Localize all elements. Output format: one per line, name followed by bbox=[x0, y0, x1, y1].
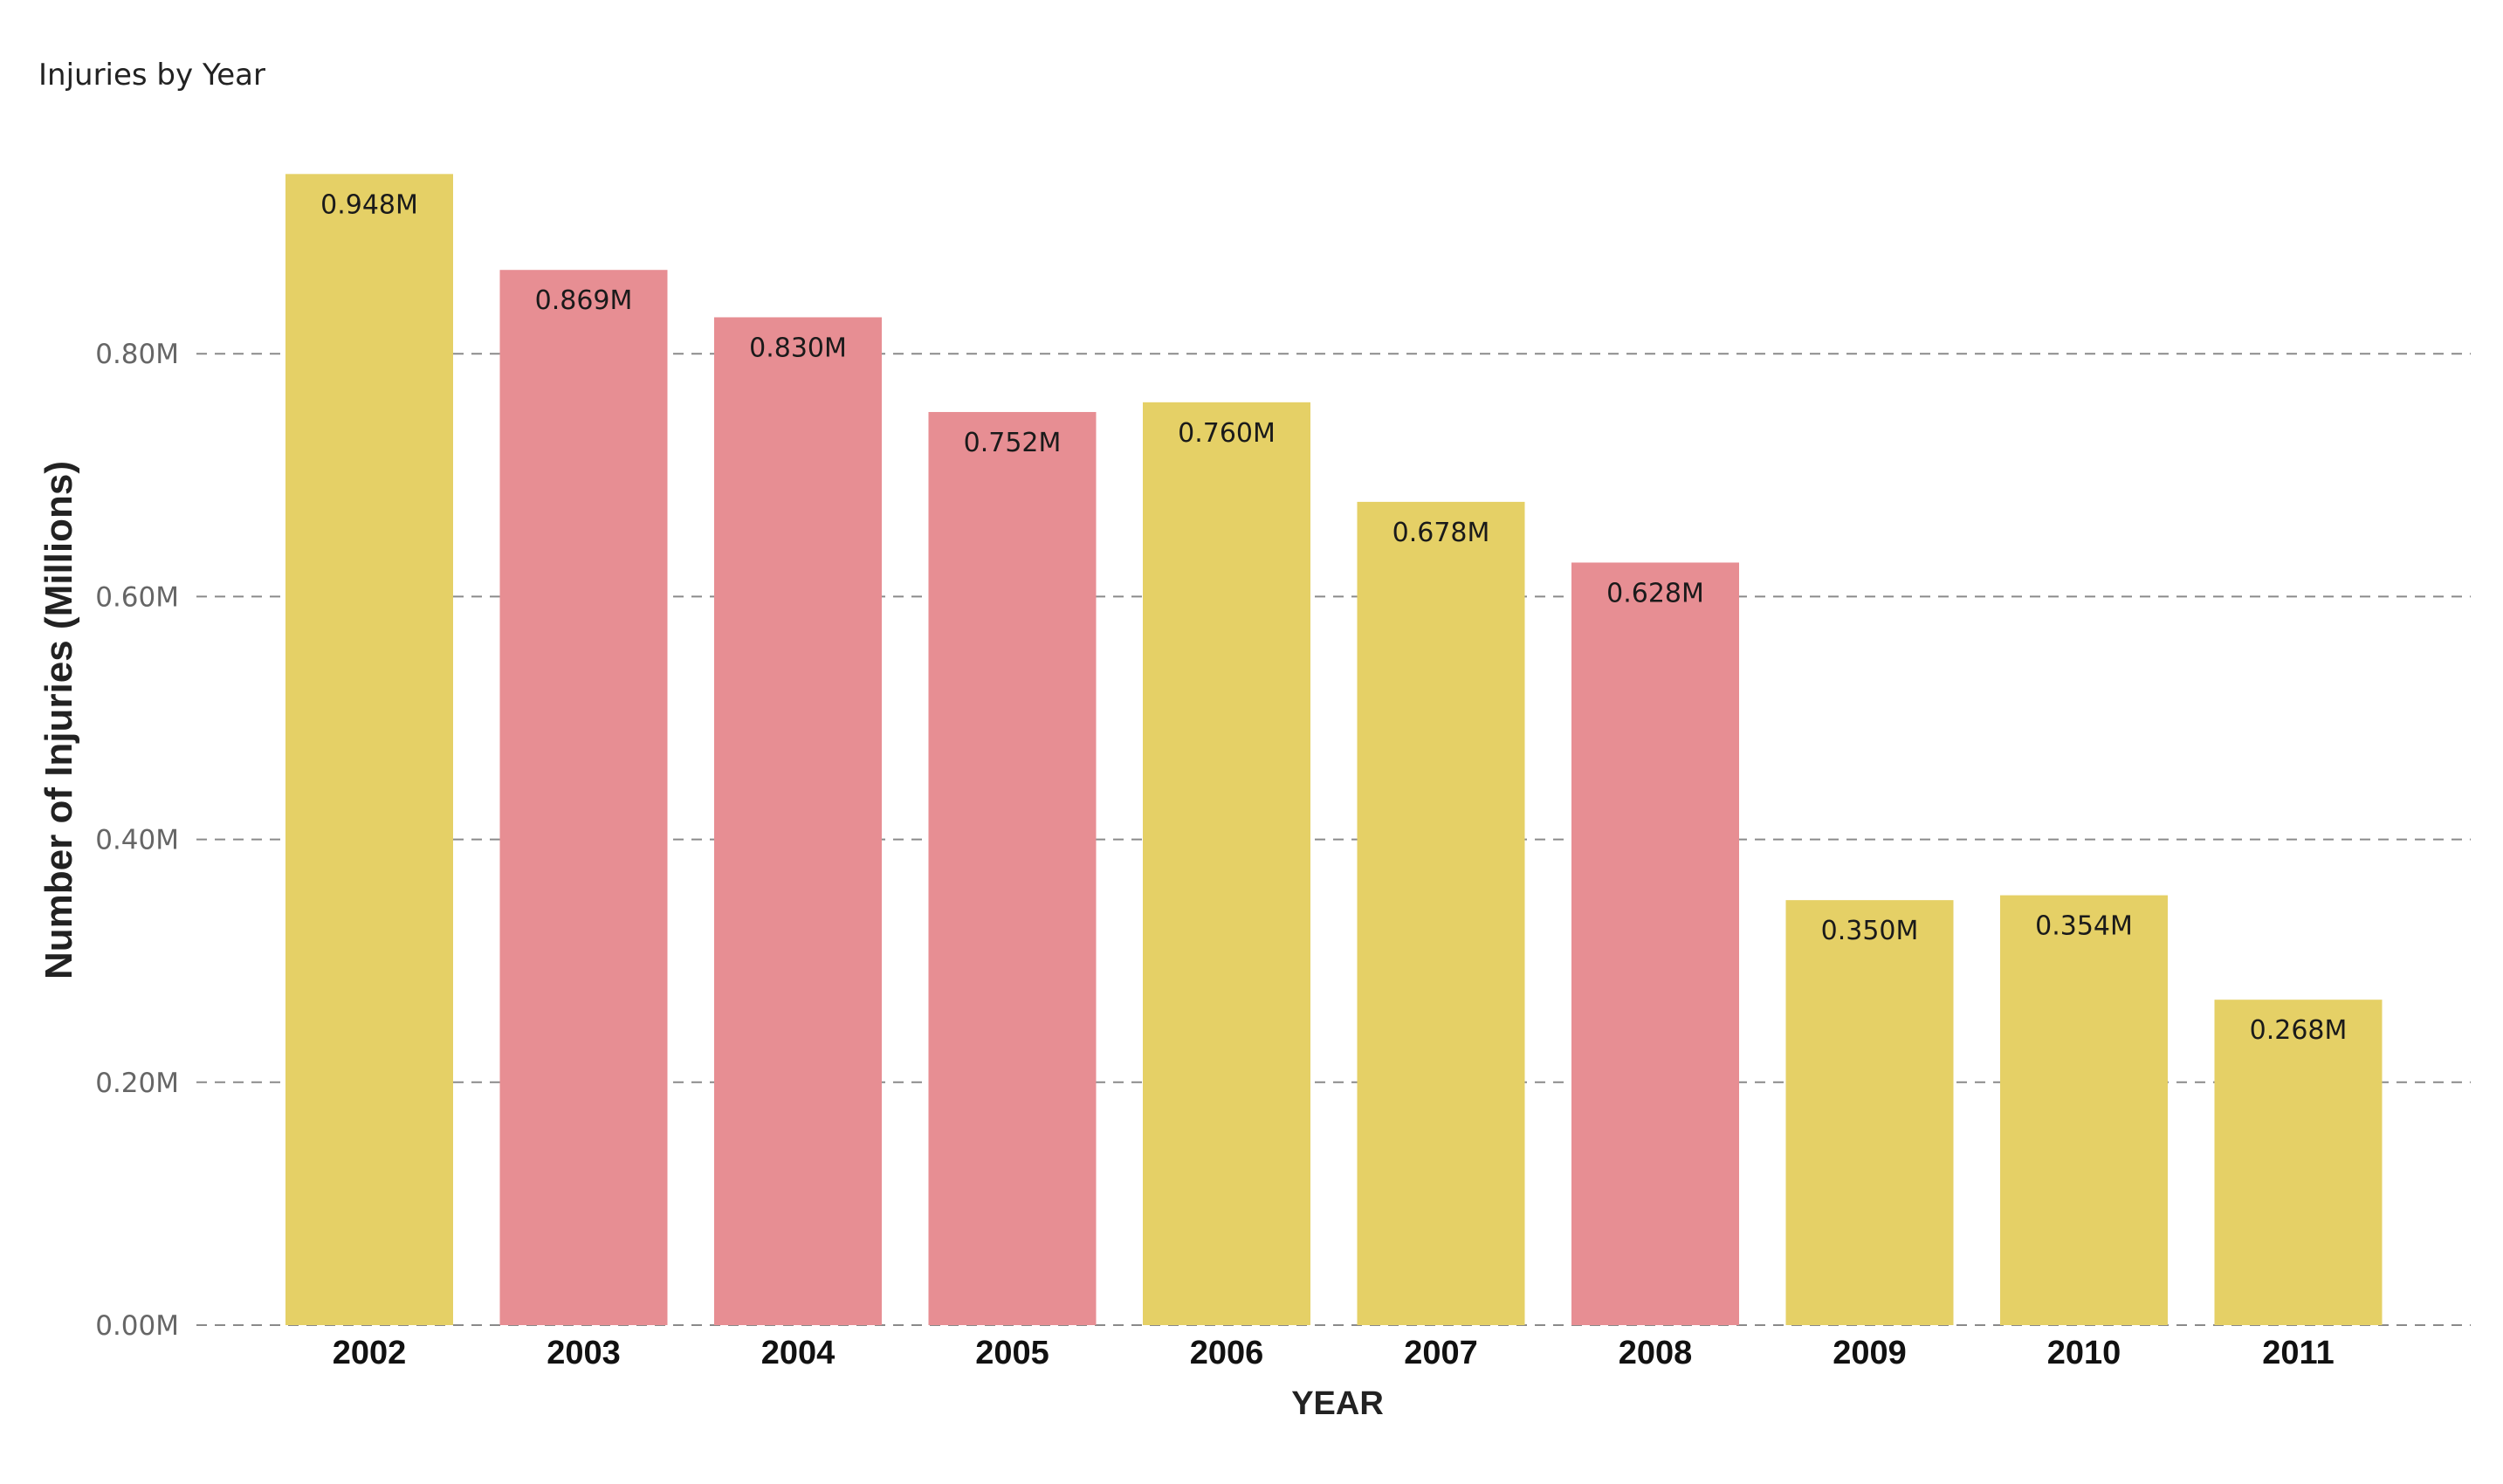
x-tick-label: 2006 bbox=[1190, 1335, 1264, 1371]
x-tick-label: 2002 bbox=[333, 1335, 407, 1371]
data-label: 0.354M bbox=[2035, 911, 2133, 942]
data-label: 0.350M bbox=[1821, 916, 1919, 946]
x-tick-label: 2004 bbox=[761, 1335, 835, 1371]
bar-2004 bbox=[714, 317, 882, 1326]
x-tick-label: 2003 bbox=[547, 1335, 621, 1371]
bars bbox=[285, 174, 2383, 1326]
bar-2008 bbox=[1571, 562, 1739, 1325]
x-axis-label: YEAR bbox=[1291, 1385, 1384, 1422]
y-tick-label: 0.20M bbox=[95, 1068, 179, 1099]
bar-2007 bbox=[1357, 501, 1525, 1325]
y-axis-label: Number of Injuries (Millions) bbox=[38, 461, 80, 979]
bar-2002 bbox=[285, 174, 453, 1325]
data-label: 0.760M bbox=[1178, 418, 1276, 449]
x-tick-label: 2011 bbox=[2262, 1335, 2334, 1371]
y-tick-label: 0.00M bbox=[95, 1310, 179, 1342]
x-tick-label: 2008 bbox=[1619, 1335, 1693, 1371]
y-tick-label: 0.60M bbox=[95, 581, 179, 613]
data-label: 0.948M bbox=[320, 189, 418, 220]
y-tick-label: 0.40M bbox=[95, 825, 179, 856]
bar-2009 bbox=[1785, 900, 1954, 1325]
bar-2010 bbox=[2000, 895, 2168, 1325]
data-label: 0.628M bbox=[1606, 578, 1704, 608]
data-labels: 0.948M 0.869M 0.830M 0.752M 0.760M 0.678M 0.62… bbox=[320, 189, 2347, 1046]
data-label: 0.752M bbox=[964, 428, 1062, 458]
chart-title: Injuries by Year bbox=[38, 58, 265, 93]
y-axis-ticks: 0.00M 0.20M 0.40M 0.60M 0.80M bbox=[95, 339, 179, 1342]
x-axis-ticks: 2002 2003 2004 2005 2006 2007 2008 2009 2010 2011 bbox=[333, 1335, 2335, 1371]
x-tick-label: 2009 bbox=[1833, 1335, 1907, 1371]
data-label: 0.869M bbox=[535, 285, 633, 316]
data-label: 0.268M bbox=[2250, 1015, 2348, 1046]
x-tick-label: 2007 bbox=[1404, 1335, 1478, 1371]
x-tick-label: 2005 bbox=[975, 1335, 1049, 1371]
y-tick-label: 0.80M bbox=[95, 339, 179, 370]
bar-2006 bbox=[1143, 402, 1310, 1326]
data-label: 0.678M bbox=[1392, 518, 1490, 548]
x-tick-label: 2010 bbox=[2047, 1335, 2121, 1371]
bar-2003 bbox=[499, 270, 668, 1326]
bar-2011 bbox=[2214, 1000, 2383, 1325]
bar-2005 bbox=[928, 411, 1097, 1325]
data-label: 0.830M bbox=[749, 333, 847, 363]
